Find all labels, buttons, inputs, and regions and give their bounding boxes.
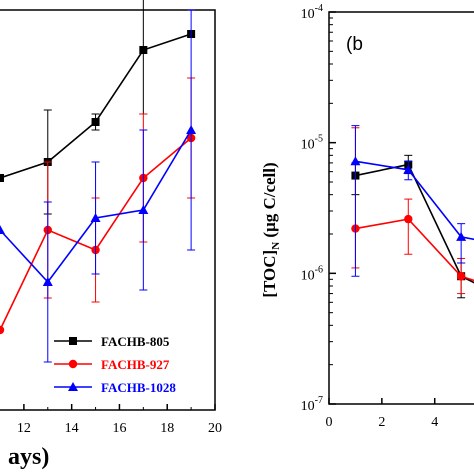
panel-b-y-axis-label-unit: (μg C/cell) [260, 162, 279, 242]
panel-a-x-tick-label: 20 [208, 421, 222, 436]
panel-b-data-point [456, 231, 467, 241]
legend-label-FACHB-927: FACHB-927 [101, 357, 170, 372]
panel-b-data-point [403, 164, 414, 174]
panel-a-data-point [42, 277, 53, 286]
legend-marker-FACHB-805 [69, 337, 77, 345]
panel-b-y-ticks: 10-410-510-610-7 [301, 3, 336, 414]
legend-label-FACHB-1028: FACHB-1028 [101, 380, 176, 395]
panel-a-plot-frame [0, 9, 216, 411]
panel-b-data-point [350, 156, 361, 166]
panel-b-y-axis-label: [TOC]N (μg C/cell) [260, 162, 282, 297]
panel-b-y-tick-base: 10 [301, 7, 315, 22]
legend-label-FACHB-805: FACHB-805 [101, 334, 170, 349]
panel-b-y-tick-label: 10-7 [301, 395, 323, 414]
panel-b-x-tick-label: 0 [326, 415, 333, 430]
panel-b-series-FACHB-1028 [350, 125, 474, 277]
panel-a-data-point [186, 125, 197, 134]
panel-a-x-tick-label: 14 [65, 421, 79, 436]
panel-a-data-point [138, 205, 149, 214]
panel-a-axes-box [0, 9, 216, 411]
panel-b-series-line [355, 160, 474, 241]
panel-a-data-point [0, 225, 5, 234]
panel-a-series-line [0, 33, 192, 179]
panel-b-y-tick-label: 10-5 [301, 134, 323, 153]
panel-b-plot-frame [328, 11, 474, 405]
panel-a-x-tick-label: 12 [17, 421, 31, 436]
panel-a-series [0, 0, 197, 363]
panel-b-series-line [355, 218, 474, 282]
panel-b-y-tick-exponent: -5 [315, 134, 323, 145]
panel-b-y-tick-exponent: -7 [315, 395, 323, 406]
panel-b-data-point [456, 272, 466, 281]
panel-a-x-tick-label: 18 [160, 421, 174, 436]
panel-b-y-tick-base: 10 [301, 268, 315, 283]
panel-a-data-point [90, 213, 101, 222]
panel-b-series [350, 125, 474, 299]
legend-marker-FACHB-927 [68, 359, 78, 369]
panel-b-series-FACHB-805 [351, 154, 474, 299]
panel-b-x-tick-label: 2 [378, 415, 385, 430]
panel-b-x-tick-label: 4 [431, 415, 438, 430]
panel-a-series-FACHB-805 [0, 0, 196, 215]
panel-b-y-tick-base: 10 [301, 399, 315, 414]
panel-b-y-axis-label-main: [TOC] [260, 250, 279, 298]
panel-a-series-FACHB-927 [0, 77, 196, 335]
legend-marker-FACHB-1028 [68, 382, 78, 391]
panel-a-data-point [91, 118, 100, 126]
panel-a-x-axis-label: ays) [8, 444, 49, 470]
panel-a: 12 14 16 18 20 FACHB-805FACHB-927FACHB-1028 … [0, 0, 222, 470]
panel-b-label: (b [346, 34, 363, 55]
panel-b-y-tick-base: 10 [301, 138, 315, 153]
panel-b-y-axis-label-sub: N [270, 242, 282, 250]
panel-b-y-tick-exponent: -4 [315, 3, 323, 14]
panel-b-series-line [355, 163, 474, 284]
panel-a-data-point [0, 325, 5, 335]
panel-b-series-FACHB-927 [351, 127, 474, 295]
panel-a-x-ticks: 12 14 16 18 20 [17, 404, 222, 436]
panel-a-data-point [0, 174, 4, 182]
panel-b-x-ticks: 0 2 4 [326, 398, 438, 430]
panel-b-data-point [404, 214, 413, 224]
panel-b-y-tick-label: 10-4 [301, 3, 323, 22]
panel-b-y-tick-label: 10-6 [301, 264, 323, 283]
panel-b-axes-box [328, 11, 474, 405]
panel-a-x-tick-label: 16 [112, 421, 126, 436]
panel-b-y-tick-exponent: -6 [315, 264, 323, 275]
panel-a-data-point [139, 46, 148, 54]
panel-a-legend: FACHB-805 FACHB-927 FACHB-1028 [54, 334, 176, 395]
panel-a-series-FACHB-1028 [0, 9, 197, 363]
